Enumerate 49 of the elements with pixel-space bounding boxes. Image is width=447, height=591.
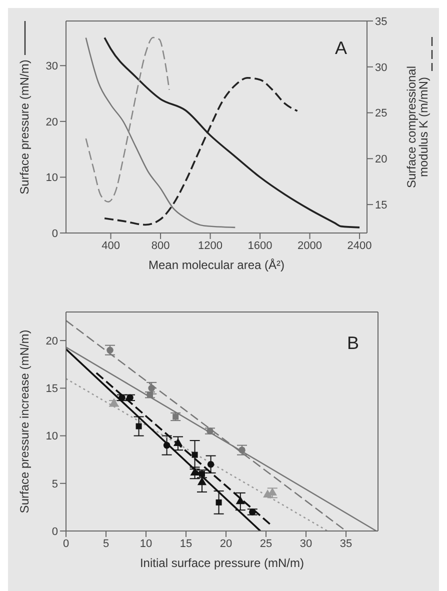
x-tick-label: 25 bbox=[260, 538, 272, 550]
y2-axis-title: Surface compressional modulus K (m/mN) bbox=[404, 66, 430, 188]
x-tick-label: 10 bbox=[140, 538, 152, 550]
x-tick-label: 800 bbox=[151, 240, 170, 252]
x-tick-label: 2400 bbox=[347, 240, 372, 252]
x-tick-label: 5 bbox=[102, 538, 110, 550]
x-tick-label: 2000 bbox=[298, 240, 322, 252]
y-tick-label: 10 bbox=[46, 172, 58, 184]
x-tick-label: 1600 bbox=[248, 240, 272, 252]
y-tick-label: 20 bbox=[46, 116, 58, 128]
x-tick-label: 0 bbox=[62, 538, 70, 550]
point bbox=[249, 508, 256, 516]
line-series bbox=[85, 36, 170, 202]
line-series bbox=[104, 36, 360, 228]
x-tick-label: 400 bbox=[102, 240, 120, 252]
text: B bbox=[346, 333, 359, 354]
x-axis-title: Mean molecular area (Å²) bbox=[148, 258, 285, 272]
y-axis-title: Surface pressure (mN/m) bbox=[17, 60, 32, 194]
text: A bbox=[334, 38, 347, 59]
y-tick-label: 30 bbox=[46, 60, 58, 73]
x-tick-label: 1200 bbox=[198, 240, 223, 252]
x-tick-label: 15 bbox=[180, 538, 192, 550]
y2-tick-label: 15 bbox=[375, 199, 388, 212]
x-tick-label: 35 bbox=[340, 538, 352, 550]
point bbox=[192, 452, 198, 458]
y-tick-label: 0 bbox=[52, 526, 58, 538]
y2-tick-label: 20 bbox=[375, 154, 388, 166]
y2-tick-label: 25 bbox=[375, 108, 388, 120]
point bbox=[207, 460, 214, 468]
y-tick-label: 10 bbox=[46, 430, 58, 443]
y-tick-label: 0 bbox=[52, 228, 58, 240]
point bbox=[148, 384, 155, 392]
y-tick-label: 20 bbox=[46, 335, 58, 348]
y-tick-label: 5 bbox=[52, 478, 58, 490]
point bbox=[236, 496, 245, 504]
x-tick-label: 20 bbox=[220, 538, 232, 550]
y-axis-title: Surface pressure increase (mN/m) bbox=[17, 330, 32, 514]
y2-tick-label: 35 bbox=[375, 16, 388, 28]
y-tick-label: 15 bbox=[46, 383, 58, 396]
x-axis-title: Initial surface pressure (mN/m) bbox=[140, 556, 304, 570]
y2-tick-label: 30 bbox=[375, 62, 388, 74]
x-tick-label: 30 bbox=[300, 538, 312, 550]
point bbox=[216, 499, 222, 506]
line-series bbox=[85, 37, 236, 228]
point bbox=[163, 442, 170, 449]
point bbox=[206, 428, 214, 434]
point bbox=[136, 423, 142, 430]
point bbox=[109, 398, 119, 406]
point bbox=[172, 414, 179, 420]
